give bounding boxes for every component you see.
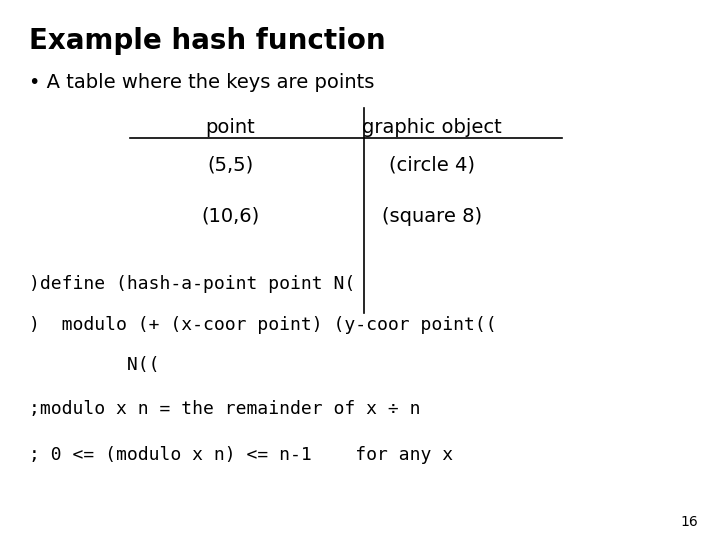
Text: 16: 16 bbox=[680, 515, 698, 529]
Text: point: point bbox=[205, 118, 256, 137]
Text: • A table where the keys are points: • A table where the keys are points bbox=[29, 73, 374, 92]
Text: )  modulo (+ (x-coor point) (y-coor point((: ) modulo (+ (x-coor point) (y-coor point… bbox=[29, 316, 496, 334]
Text: N((: N(( bbox=[29, 356, 159, 374]
Text: (square 8): (square 8) bbox=[382, 206, 482, 226]
Text: (5,5): (5,5) bbox=[207, 155, 253, 174]
Text: )define (hash-a-point point N(: )define (hash-a-point point N( bbox=[29, 275, 355, 293]
Text: (circle 4): (circle 4) bbox=[389, 155, 475, 174]
Text: Example hash function: Example hash function bbox=[29, 27, 385, 55]
Text: (10,6): (10,6) bbox=[202, 206, 259, 226]
Text: graphic object: graphic object bbox=[362, 118, 502, 137]
Text: ;modulo x n = the remainder of x ÷ n: ;modulo x n = the remainder of x ÷ n bbox=[29, 400, 420, 417]
Text: ; 0 <= (modulo x n) <= n-1    for any x: ; 0 <= (modulo x n) <= n-1 for any x bbox=[29, 446, 453, 463]
